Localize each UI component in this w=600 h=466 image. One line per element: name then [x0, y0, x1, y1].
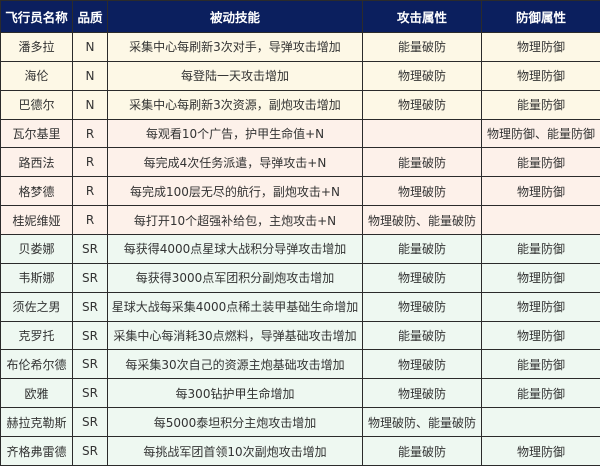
cell-name: 赫拉克勒斯: [0, 407, 73, 438]
cell-defense: 能量防御: [481, 234, 600, 264]
table-row: 克罗托 SR 采集中心每消耗30点燃料，导弹基础攻击增加 能量破防 物理防御: [0, 320, 600, 351]
cell-attack: 物理破防: [362, 378, 482, 409]
cell-quality: R: [72, 118, 108, 149]
cell-skill: 采集中心每刷新3次资源，副炮攻击增加: [107, 89, 363, 120]
cell-name: 齐格弗雷德: [0, 436, 73, 466]
cell-attack: 能量破防: [362, 32, 482, 62]
cell-skill: 每挑战军团首领10次副炮攻击增加: [107, 436, 363, 466]
cell-quality: SR: [72, 291, 108, 322]
cell-attack: 物理破防: [362, 291, 482, 322]
cell-attack: 物理破防: [362, 60, 482, 91]
table-row: 桂妮维娅 R 每打开10个超强补给包，主炮攻击+N 物理破防、能量破防: [0, 205, 600, 236]
cell-defense: 物理防御: [481, 291, 600, 322]
cell-name: 布伦希尔德: [0, 349, 73, 380]
cell-name: 潘多拉: [0, 32, 73, 62]
cell-defense: 物理防御: [481, 262, 600, 293]
cell-quality: SR: [72, 436, 108, 466]
cell-quality: N: [72, 89, 108, 120]
cell-attack: 物理破防: [362, 262, 482, 293]
cell-quality: SR: [72, 234, 108, 264]
cell-skill: 每登陆一天攻击增加: [107, 60, 363, 91]
header-defense: 防御属性: [481, 0, 600, 33]
table-row: 海伦 N 每登陆一天攻击增加 物理破防 物理防御: [0, 60, 600, 91]
cell-name: 路西法: [0, 147, 73, 178]
cell-quality: SR: [72, 378, 108, 409]
cell-quality: SR: [72, 407, 108, 438]
cell-defense: 能量防御: [481, 349, 600, 380]
cell-quality: R: [72, 147, 108, 178]
table-row: 瓦尔基里 R 每观看10个广告，护甲生命值+N 物理防御、能量防御: [0, 118, 600, 149]
cell-name: 海伦: [0, 60, 73, 91]
cell-attack: 物理破防: [362, 89, 482, 120]
cell-defense: 物理防御: [481, 320, 600, 351]
cell-name: 贝娄娜: [0, 234, 73, 264]
cell-name: 克罗托: [0, 320, 73, 351]
cell-quality: N: [72, 60, 108, 91]
cell-attack: 能量破防: [362, 320, 482, 351]
cell-attack: 能量破防: [362, 234, 482, 264]
cell-quality: SR: [72, 320, 108, 351]
cell-skill: 每5000泰坦积分主炮攻击增加: [107, 407, 363, 438]
cell-defense: 物理防御: [481, 32, 600, 62]
cell-attack: 物理破防、能量破防: [362, 205, 482, 236]
cell-quality: R: [72, 205, 108, 236]
cell-name: 须佐之男: [0, 291, 73, 322]
table-row: 齐格弗雷德 SR 每挑战军团首领10次副炮攻击增加 能量破防 物理防御: [0, 436, 600, 466]
header-quality: 品质: [72, 0, 108, 33]
cell-attack: 能量破防: [362, 436, 482, 466]
cell-name: 桂妮维娅: [0, 205, 73, 236]
cell-defense: 物理防御: [481, 436, 600, 466]
cell-quality: SR: [72, 262, 108, 293]
cell-defense: [481, 407, 600, 438]
header-row: 飞行员名称 品质 被动技能 攻击属性 防御属性: [0, 0, 600, 33]
cell-skill: 每获得3000点军团积分副炮攻击增加: [107, 262, 363, 293]
table-row: 欧雅 SR 每300钻护甲生命增加 物理破防 能量防御: [0, 378, 600, 409]
header-attack: 攻击属性: [362, 0, 482, 33]
table-row: 潘多拉 N 采集中心每刷新3次对手，导弹攻击增加 能量破防 物理防御: [0, 32, 600, 62]
cell-defense: 物理防御: [481, 176, 600, 207]
cell-name: 巴德尔: [0, 89, 73, 120]
cell-skill: 每获得4000点星球大战积分导弹攻击增加: [107, 234, 363, 264]
cell-attack: 物理破防、能量破防: [362, 407, 482, 438]
cell-name: 欧雅: [0, 378, 73, 409]
cell-skill: 采集中心每消耗30点燃料，导弹基础攻击增加: [107, 320, 363, 351]
table-row: 韦斯娜 SR 每获得3000点军团积分副炮攻击增加 物理破防 物理防御: [0, 262, 600, 293]
table-row: 须佐之男 SR 星球大战每采集4000点稀土装甲基础生命增加 物理破防 物理防御: [0, 291, 600, 322]
cell-defense: 能量防御: [481, 378, 600, 409]
header-skill: 被动技能: [107, 0, 363, 33]
cell-quality: R: [72, 176, 108, 207]
cell-attack: [362, 118, 482, 149]
cell-defense: 物理防御: [481, 60, 600, 91]
cell-attack: 物理破防: [362, 176, 482, 207]
cell-skill: 每观看10个广告，护甲生命值+N: [107, 118, 363, 149]
cell-defense: [481, 205, 600, 236]
table-row: 巴德尔 N 采集中心每刷新3次资源，副炮攻击增加 物理破防 能量防御: [0, 89, 600, 120]
cell-skill: 每完成100层无尽的航行，副炮攻击+N: [107, 176, 363, 207]
cell-skill: 每采集30次自己的资源主炮基础攻击增加: [107, 349, 363, 380]
cell-name: 格梦德: [0, 176, 73, 207]
cell-skill: 每打开10个超强补给包，主炮攻击+N: [107, 205, 363, 236]
table-row: 路西法 R 每完成4次任务派遣，导弹攻击+N 能量破防 能量防御: [0, 147, 600, 178]
table-row: 贝娄娜 SR 每获得4000点星球大战积分导弹攻击增加 能量破防 能量防御: [0, 234, 600, 264]
cell-attack: 物理破防: [362, 349, 482, 380]
cell-skill: 星球大战每采集4000点稀土装甲基础生命增加: [107, 291, 363, 322]
cell-skill: 每完成4次任务派遣，导弹攻击+N: [107, 147, 363, 178]
cell-skill: 每300钻护甲生命增加: [107, 378, 363, 409]
table-row: 赫拉克勒斯 SR 每5000泰坦积分主炮攻击增加 物理破防、能量破防: [0, 407, 600, 438]
cell-attack: 能量破防: [362, 147, 482, 178]
cell-quality: SR: [72, 349, 108, 380]
cell-quality: N: [72, 32, 108, 62]
cell-skill: 采集中心每刷新3次对手，导弹攻击增加: [107, 32, 363, 62]
cell-defense: 能量防御: [481, 147, 600, 178]
table-row: 格梦德 R 每完成100层无尽的航行，副炮攻击+N 物理破防 物理防御: [0, 176, 600, 207]
cell-defense: 能量防御: [481, 89, 600, 120]
cell-name: 瓦尔基里: [0, 118, 73, 149]
table-row: 布伦希尔德 SR 每采集30次自己的资源主炮基础攻击增加 物理破防 能量防御: [0, 349, 600, 380]
cell-defense: 物理防御、能量防御: [481, 118, 600, 149]
header-name: 飞行员名称: [0, 0, 73, 33]
cell-name: 韦斯娜: [0, 262, 73, 293]
